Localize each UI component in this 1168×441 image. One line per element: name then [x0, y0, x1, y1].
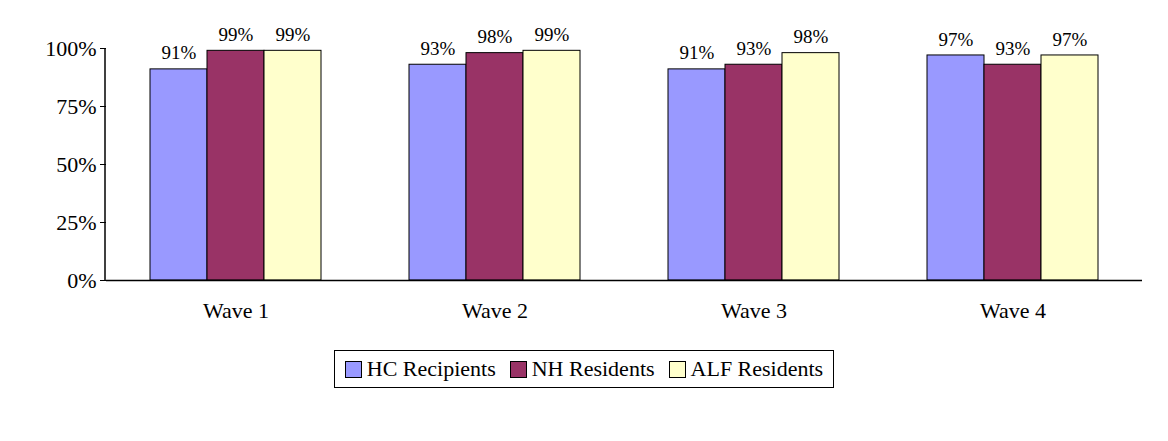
svg-text:98%: 98% [478, 26, 513, 47]
html-text:NH Residents: NH Residents [531, 356, 655, 381]
svg-text:91%: 91% [162, 42, 197, 63]
svg-text:97%: 97% [1053, 29, 1088, 50]
svg-text:0%: 0% [67, 268, 96, 293]
svg-text:75%: 75% [56, 94, 96, 119]
svg-text:Wave 1: Wave 1 [203, 298, 269, 323]
svg-text:93%: 93% [737, 38, 772, 59]
svg-text:Wave 3: Wave 3 [721, 298, 787, 323]
html-text:HC Recipients: HC Recipients [366, 356, 496, 381]
svg-text:99%: 99% [535, 24, 570, 45]
svg-text:50%: 50% [56, 152, 96, 177]
svg-text:99%: 99% [219, 24, 254, 45]
svg-text:93%: 93% [996, 38, 1031, 59]
svg-text:Wave 4: Wave 4 [980, 298, 1046, 323]
svg-text:98%: 98% [794, 26, 829, 47]
svg-text:100%: 100% [45, 36, 96, 61]
html-text:ALF Residents: ALF Residents [690, 356, 824, 381]
svg-text:93%: 93% [421, 38, 456, 59]
svg-text:Wave 2: Wave 2 [462, 298, 528, 323]
svg-text:91%: 91% [680, 42, 715, 63]
svg-text:97%: 97% [939, 29, 974, 50]
svg-text:99%: 99% [276, 24, 311, 45]
svg-text:25%: 25% [56, 210, 96, 235]
